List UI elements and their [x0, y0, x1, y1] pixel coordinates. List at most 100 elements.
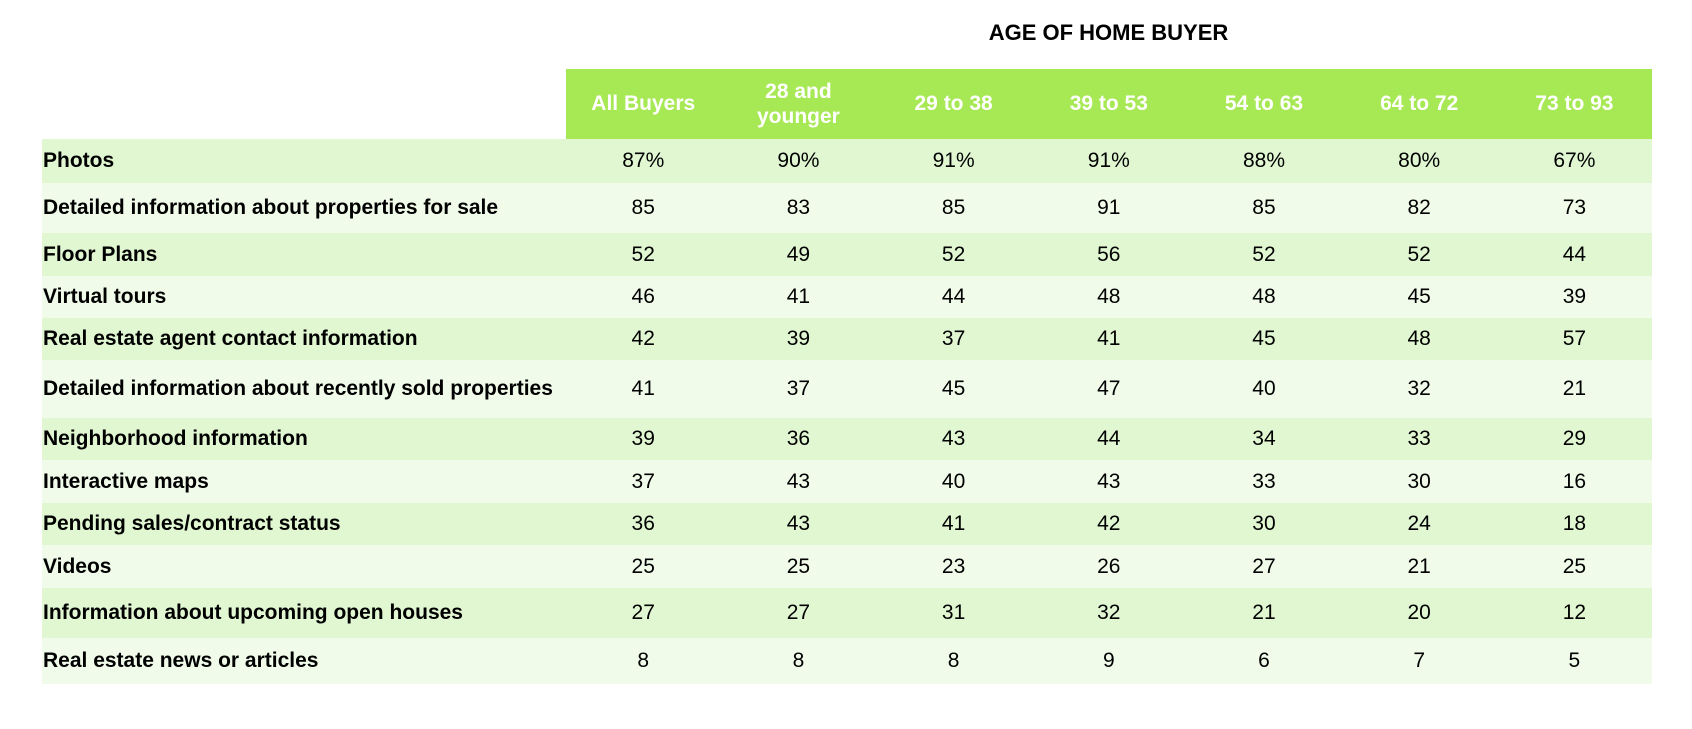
- table-cell: 25: [565, 545, 721, 588]
- table-cell: 73: [1496, 183, 1652, 233]
- table-row: Real estate agent contact information 42 3…: [42, 318, 1652, 360]
- table-row: Information about upcoming open houses 27…: [42, 588, 1652, 638]
- table-cell: 23: [876, 545, 1032, 588]
- table-row: Pending sales/contract status 36 43 41 42 30 2…: [42, 503, 1652, 545]
- table-cell: 21: [1496, 360, 1652, 418]
- table-cell: 5: [1496, 638, 1652, 684]
- table-cell: 27: [565, 588, 721, 638]
- table-cell: 42: [565, 318, 721, 360]
- table-cell: 52: [876, 233, 1032, 276]
- table-cell: 41: [1031, 318, 1187, 360]
- table-cell: 49: [720, 233, 877, 276]
- table-cell: 67%: [1496, 139, 1652, 183]
- table-cell: 57: [1496, 318, 1652, 360]
- table-cell: 45: [876, 360, 1032, 418]
- table-cell: 27: [1186, 545, 1342, 588]
- table-cell: 80%: [1341, 139, 1497, 183]
- table-cell: 85: [565, 183, 721, 233]
- table-cell: 37: [720, 360, 877, 418]
- table-cell: 46: [565, 276, 721, 318]
- header-row: All Buyers 28 and younger 29 to 38 39 to…: [42, 69, 1652, 139]
- column-header: 29 to 38: [876, 69, 1032, 139]
- table-cell: 52: [1341, 233, 1497, 276]
- table-cell: 16: [1496, 460, 1652, 503]
- table-cell: 91%: [876, 139, 1032, 183]
- table-cell: 30: [1186, 503, 1342, 545]
- table-row: Detailed information about recently sold…: [42, 360, 1652, 418]
- table-cell: 40: [876, 460, 1032, 503]
- table-cell: 40: [1186, 360, 1342, 418]
- table-cell: 47: [1031, 360, 1187, 418]
- table-cell: 27: [720, 588, 877, 638]
- table-cell: 85: [876, 183, 1032, 233]
- table-cell: 32: [1341, 360, 1497, 418]
- table-cell: 82: [1341, 183, 1497, 233]
- table-cell: 21: [1341, 545, 1497, 588]
- row-label: Interactive maps: [42, 460, 566, 503]
- row-label: Pending sales/contract status: [42, 503, 566, 545]
- table-super-title: AGE OF HOME BUYER: [988, 20, 1229, 45]
- table-row: Virtual tours 46 41 44 48 48 45 39: [42, 276, 1652, 318]
- table-cell: 43: [876, 418, 1032, 460]
- table-cell: 25: [1496, 545, 1652, 588]
- table-cell: 36: [565, 503, 721, 545]
- table-cell: 31: [876, 588, 1032, 638]
- column-header: 64 to 72: [1341, 69, 1497, 139]
- table-cell: 26: [1031, 545, 1187, 588]
- table-cell: 32: [1031, 588, 1187, 638]
- table-cell: 41: [565, 360, 721, 418]
- data-table: All Buyers 28 and younger 29 to 38 39 to…: [42, 69, 1652, 684]
- row-label: Information about upcoming open houses: [42, 588, 566, 638]
- table-cell: 91%: [1031, 139, 1187, 183]
- table-cell: 42: [1031, 503, 1187, 545]
- table-cell: 43: [720, 503, 877, 545]
- table-cell: 48: [1031, 276, 1187, 318]
- table-cell: 52: [565, 233, 721, 276]
- row-label: Real estate news or articles: [42, 638, 566, 684]
- table-cell: 85: [1186, 183, 1342, 233]
- table-cell: 18: [1496, 503, 1652, 545]
- header-corner: [42, 69, 566, 139]
- table-body: Photos 87% 90% 91% 91% 88% 80% 67% Detailed info…: [42, 139, 1652, 684]
- table-cell: 41: [876, 503, 1032, 545]
- table-cell: 88%: [1186, 139, 1342, 183]
- table-cell: 34: [1186, 418, 1342, 460]
- table-cell: 33: [1341, 418, 1497, 460]
- column-header: All Buyers: [565, 69, 721, 139]
- row-label: Neighborhood information: [42, 418, 566, 460]
- row-label: Photos: [42, 139, 566, 183]
- table-row: Interactive maps 37 43 40 43 33 30 16: [42, 460, 1652, 503]
- table-cell: 44: [876, 276, 1032, 318]
- row-label: Floor Plans: [42, 233, 566, 276]
- table-cell: 29: [1496, 418, 1652, 460]
- column-header: 28 and younger: [720, 69, 877, 139]
- table-cell: 45: [1186, 318, 1342, 360]
- table-cell: 83: [720, 183, 877, 233]
- table-cell: 48: [1341, 318, 1497, 360]
- table-cell: 8: [720, 638, 877, 684]
- row-label: Videos: [42, 545, 566, 588]
- table-row: Photos 87% 90% 91% 91% 88% 80% 67%: [42, 139, 1652, 183]
- table-cell: 91: [1031, 183, 1187, 233]
- table-cell: 56: [1031, 233, 1187, 276]
- row-label: Detailed information about properties fo…: [42, 183, 566, 233]
- column-header: 39 to 53: [1031, 69, 1187, 139]
- table-cell: 8: [876, 638, 1032, 684]
- column-header: 54 to 63: [1186, 69, 1342, 139]
- table-cell: 9: [1031, 638, 1187, 684]
- table-cell: 25: [720, 545, 877, 588]
- row-label: Real estate agent contact information: [42, 318, 566, 360]
- table-cell: 90%: [720, 139, 877, 183]
- row-label: Virtual tours: [42, 276, 566, 318]
- table-cell: 39: [1496, 276, 1652, 318]
- table-cell: 44: [1496, 233, 1652, 276]
- table-cell: 41: [720, 276, 877, 318]
- table-cell: 37: [565, 460, 721, 503]
- table-cell: 12: [1496, 588, 1652, 638]
- table-row: Real estate news or articles 8 8 8 9 6 7 5: [42, 638, 1652, 684]
- table-cell: 43: [720, 460, 877, 503]
- table-cell: 30: [1341, 460, 1497, 503]
- table-cell: 33: [1186, 460, 1342, 503]
- table-cell: 24: [1341, 503, 1497, 545]
- table-cell: 8: [565, 638, 721, 684]
